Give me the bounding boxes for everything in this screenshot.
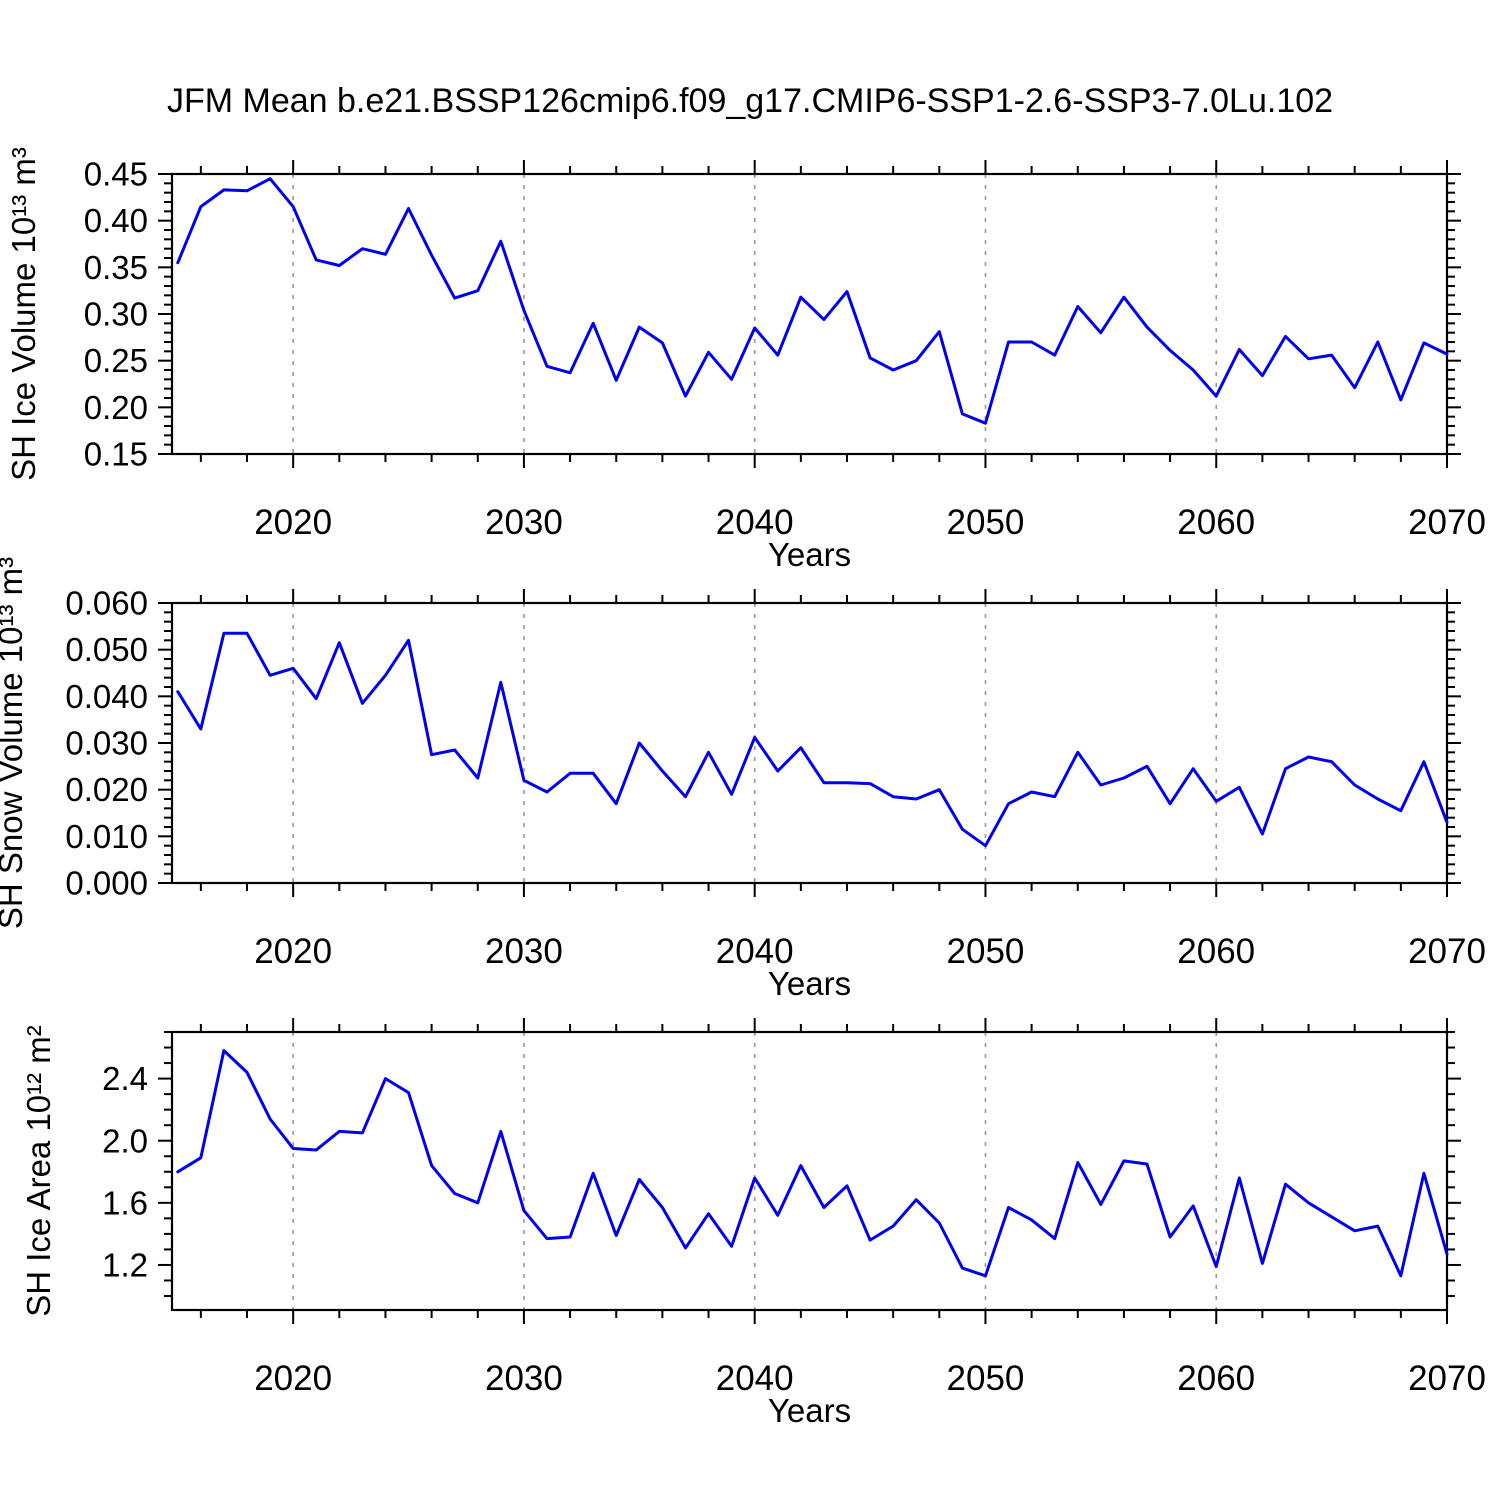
plot-border-sh-ice-area: [170, 1030, 1449, 1312]
y-tick-label-sh-ice-area: 2.4: [102, 1060, 148, 1097]
y-tick-label-sh-ice-volume: 0.45: [84, 156, 148, 193]
y-tick-label-sh-snow-volume: 0.010: [65, 818, 148, 855]
data-line-sh-ice-volume: [176, 177, 1449, 425]
x-tick-label-2030: 2030: [485, 1359, 563, 1398]
x-tick-label-2050: 2050: [947, 503, 1025, 542]
x-tick-label-2020: 2020: [254, 503, 332, 542]
y-tick-label-sh-ice-volume: 0.25: [84, 342, 148, 379]
y-tick-label-sh-ice-volume: 0.20: [84, 389, 148, 426]
y-tick-label-sh-snow-volume: 0.050: [65, 631, 148, 668]
y-tick-label-sh-ice-volume: 0.35: [84, 249, 148, 286]
y-axis-label-sh-ice-volume: SH Ice Volume 10¹³ m³: [5, 147, 42, 481]
y-axis-label-sh-ice-area: SH Ice Area 10¹² m²: [20, 1025, 57, 1317]
x-tick-label-2030: 2030: [485, 503, 563, 542]
plot-border-sh-snow-volume: [170, 601, 1449, 885]
y-tick-label-sh-ice-volume: 0.15: [84, 436, 148, 473]
x-tick-label-2020: 2020: [254, 1359, 332, 1398]
x-axis-label-sh-ice-area: Years: [768, 1392, 851, 1429]
x-tick-label-2070: 2070: [1408, 1359, 1486, 1398]
x-tick-label-2060: 2060: [1177, 932, 1255, 971]
y-tick-label-sh-snow-volume: 0.060: [65, 585, 148, 622]
plot-border-sh-ice-volume: [170, 172, 1449, 456]
y-tick-label-sh-ice-volume: 0.30: [84, 296, 148, 333]
x-tick-label-2040: 2040: [716, 503, 794, 542]
x-tick-label-2040: 2040: [716, 1359, 794, 1398]
x-tick-label-2020: 2020: [254, 932, 332, 971]
y-tick-label-sh-snow-volume: 0.020: [65, 771, 148, 808]
data-line-sh-snow-volume: [176, 631, 1449, 848]
y-tick-label-sh-snow-volume: 0.000: [65, 865, 148, 902]
x-axis-label-sh-snow-volume: Years: [768, 965, 851, 1002]
x-tick-label-2070: 2070: [1408, 932, 1486, 971]
y-tick-label-sh-ice-volume: 0.40: [84, 202, 148, 239]
y-tick-label-sh-ice-area: 1.2: [102, 1247, 148, 1284]
y-tick-label-sh-ice-area: 2.0: [102, 1122, 148, 1159]
x-axis-label-sh-ice-volume: Years: [768, 536, 851, 573]
y-tick-label-sh-snow-volume: 0.030: [65, 725, 148, 762]
x-tick-label-2060: 2060: [1177, 503, 1255, 542]
y-tick-label-sh-ice-area: 1.6: [102, 1184, 148, 1221]
x-tick-label-2070: 2070: [1408, 503, 1486, 542]
data-line-sh-ice-area: [176, 1049, 1449, 1278]
x-tick-label-2040: 2040: [716, 932, 794, 971]
x-tick-label-2060: 2060: [1177, 1359, 1255, 1398]
x-tick-label-2030: 2030: [485, 932, 563, 971]
x-tick-label-2050: 2050: [947, 932, 1025, 971]
y-axis-label-sh-snow-volume: SH Snow Volume 10¹³ m³: [0, 557, 29, 929]
x-tick-label-2050: 2050: [947, 1359, 1025, 1398]
chart-title: JFM Mean b.e21.BSSP126cmip6.f09_g17.CMIP…: [166, 82, 1334, 120]
y-tick-label-sh-snow-volume: 0.040: [65, 678, 148, 715]
